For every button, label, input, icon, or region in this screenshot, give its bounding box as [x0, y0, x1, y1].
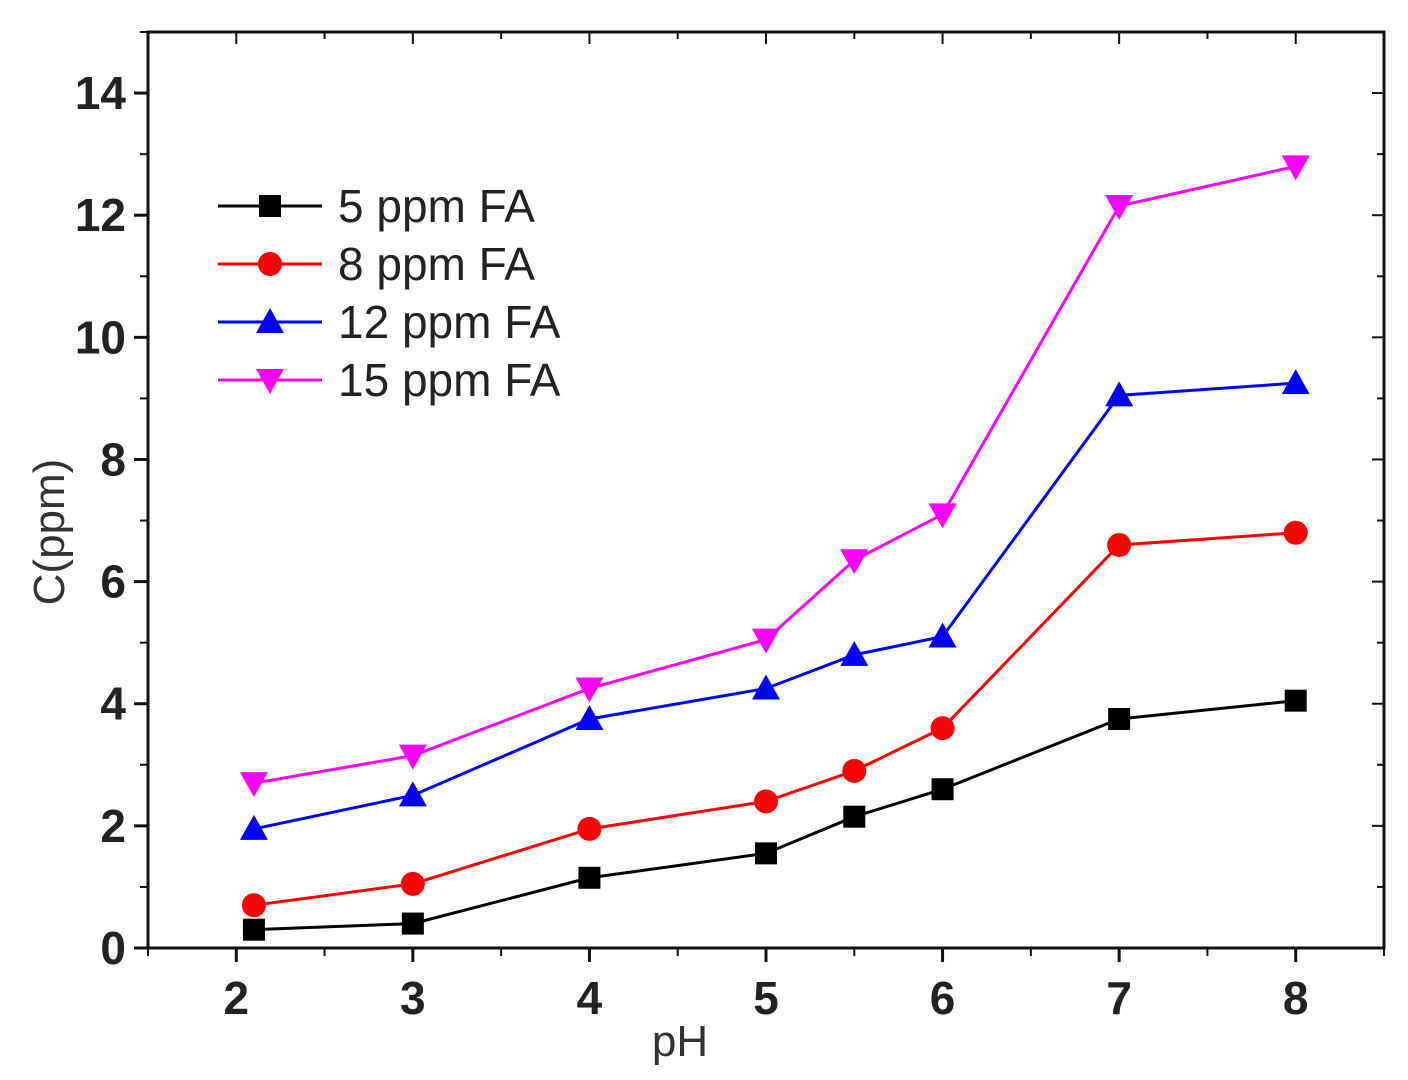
data-point-5-ppm-fa-ph-6: [931, 778, 954, 801]
data-point-8-ppm-fa-ph-2.1: [241, 893, 266, 918]
series-12-ppm-fa: [239, 369, 1310, 840]
x-tick-label-2: 2: [223, 972, 249, 1024]
data-point-5-ppm-fa-ph-7: [1108, 708, 1131, 730]
data-point-12-ppm-fa-ph-7: [1105, 381, 1134, 407]
data-point-8-ppm-fa-ph-3: [400, 871, 425, 896]
x-tick-label-6: 6: [930, 972, 956, 1024]
y-tick-label-12: 12: [75, 189, 126, 241]
x-tick-label-4: 4: [577, 972, 603, 1024]
series-line-12-ppm-fa: [253, 381, 1296, 831]
y-tick-label-2: 2: [100, 800, 126, 852]
legend-label-15-ppm-fa: 15 ppm FA: [338, 354, 561, 406]
y-tick-label-0: 0: [100, 922, 126, 974]
data-point-12-ppm-fa-ph-5: [752, 674, 780, 700]
data-point-15-ppm-fa-ph-7: [1105, 195, 1134, 221]
axes-group: 2 3 4 5 6 7 8 0 2 4 6 8 10 12 14: [75, 30, 1386, 1024]
legend-marker-8-ppm-fa: [258, 252, 282, 276]
y-tick-label-6: 6: [100, 556, 126, 608]
data-point-12-ppm-fa-ph-5.5: [840, 640, 869, 666]
y-tick-label-8: 8: [100, 433, 126, 485]
x-tick-label-7: 7: [1106, 972, 1132, 1024]
legend: 5 ppm FA 8 ppm FA 12 ppm FA 15 ppm FA: [218, 180, 561, 406]
y-tick-label-10: 10: [75, 311, 126, 363]
data-point-12-ppm-fa-ph-4: [575, 705, 604, 730]
x-tick-label-5: 5: [753, 972, 779, 1024]
legend-marker-5-ppm-fa: [259, 195, 281, 217]
data-point-12-ppm-fa-ph-3: [398, 781, 427, 807]
legend-label-12-ppm-fa: 12 ppm FA: [338, 296, 561, 348]
legend-marker-12-ppm-fa: [256, 308, 284, 333]
series-15-ppm-fa: [239, 155, 1310, 798]
data-point-15-ppm-fa-ph-6: [928, 503, 957, 529]
data-point-15-ppm-fa-ph-2.1: [239, 772, 268, 798]
series-line-8-ppm-fa: [253, 531, 1296, 907]
data-point-12-ppm-fa-ph-2.1: [239, 814, 268, 840]
data-point-15-ppm-fa-ph-5: [752, 628, 780, 654]
data-point-5-ppm-fa-ph-8: [1284, 689, 1307, 712]
data-point-5-ppm-fa-ph-3: [401, 912, 424, 935]
data-point-8-ppm-fa-ph-8: [1283, 520, 1308, 545]
legend-label-8-ppm-fa: 8 ppm FA: [338, 238, 535, 290]
x-axis-title: pH: [652, 1017, 708, 1066]
y-tick-label-14: 14: [75, 67, 127, 119]
data-point-15-ppm-fa-ph-8: [1281, 155, 1310, 181]
y-axis-title: C(ppm): [25, 459, 74, 606]
series-line-5-ppm-fa: [253, 699, 1296, 932]
data-point-5-ppm-fa-ph-5: [755, 842, 777, 865]
data-point-15-ppm-fa-ph-3: [398, 744, 427, 770]
x-tick-label-3: 3: [400, 972, 426, 1024]
data-point-5-ppm-fa-ph-2.1: [242, 918, 265, 941]
data-point-15-ppm-fa-ph-5.5: [840, 549, 869, 575]
x-tick-label-8: 8: [1283, 972, 1309, 1024]
data-point-8-ppm-fa-ph-5: [754, 789, 778, 814]
data-point-12-ppm-fa-ph-8: [1281, 369, 1310, 395]
series-group: [239, 155, 1310, 941]
data-point-8-ppm-fa-ph-5.5: [842, 758, 867, 783]
data-point-8-ppm-fa-ph-7: [1107, 532, 1132, 557]
data-point-12-ppm-fa-ph-6: [928, 622, 957, 648]
series-5-ppm-fa: [242, 689, 1307, 941]
data-point-5-ppm-fa-ph-4: [578, 866, 601, 889]
series-line-15-ppm-fa: [253, 164, 1297, 785]
data-point-8-ppm-fa-ph-4: [577, 816, 602, 841]
legend-marker-15-ppm-fa: [256, 369, 284, 394]
legend-label-5-ppm-fa: 5 ppm FA: [338, 180, 535, 232]
data-point-5-ppm-fa-ph-5.5: [843, 805, 866, 828]
series-8-ppm-fa: [241, 520, 1308, 918]
data-point-15-ppm-fa-ph-4: [575, 677, 604, 703]
y-tick-label-4: 4: [100, 678, 126, 730]
data-point-8-ppm-fa-ph-6: [930, 716, 955, 741]
